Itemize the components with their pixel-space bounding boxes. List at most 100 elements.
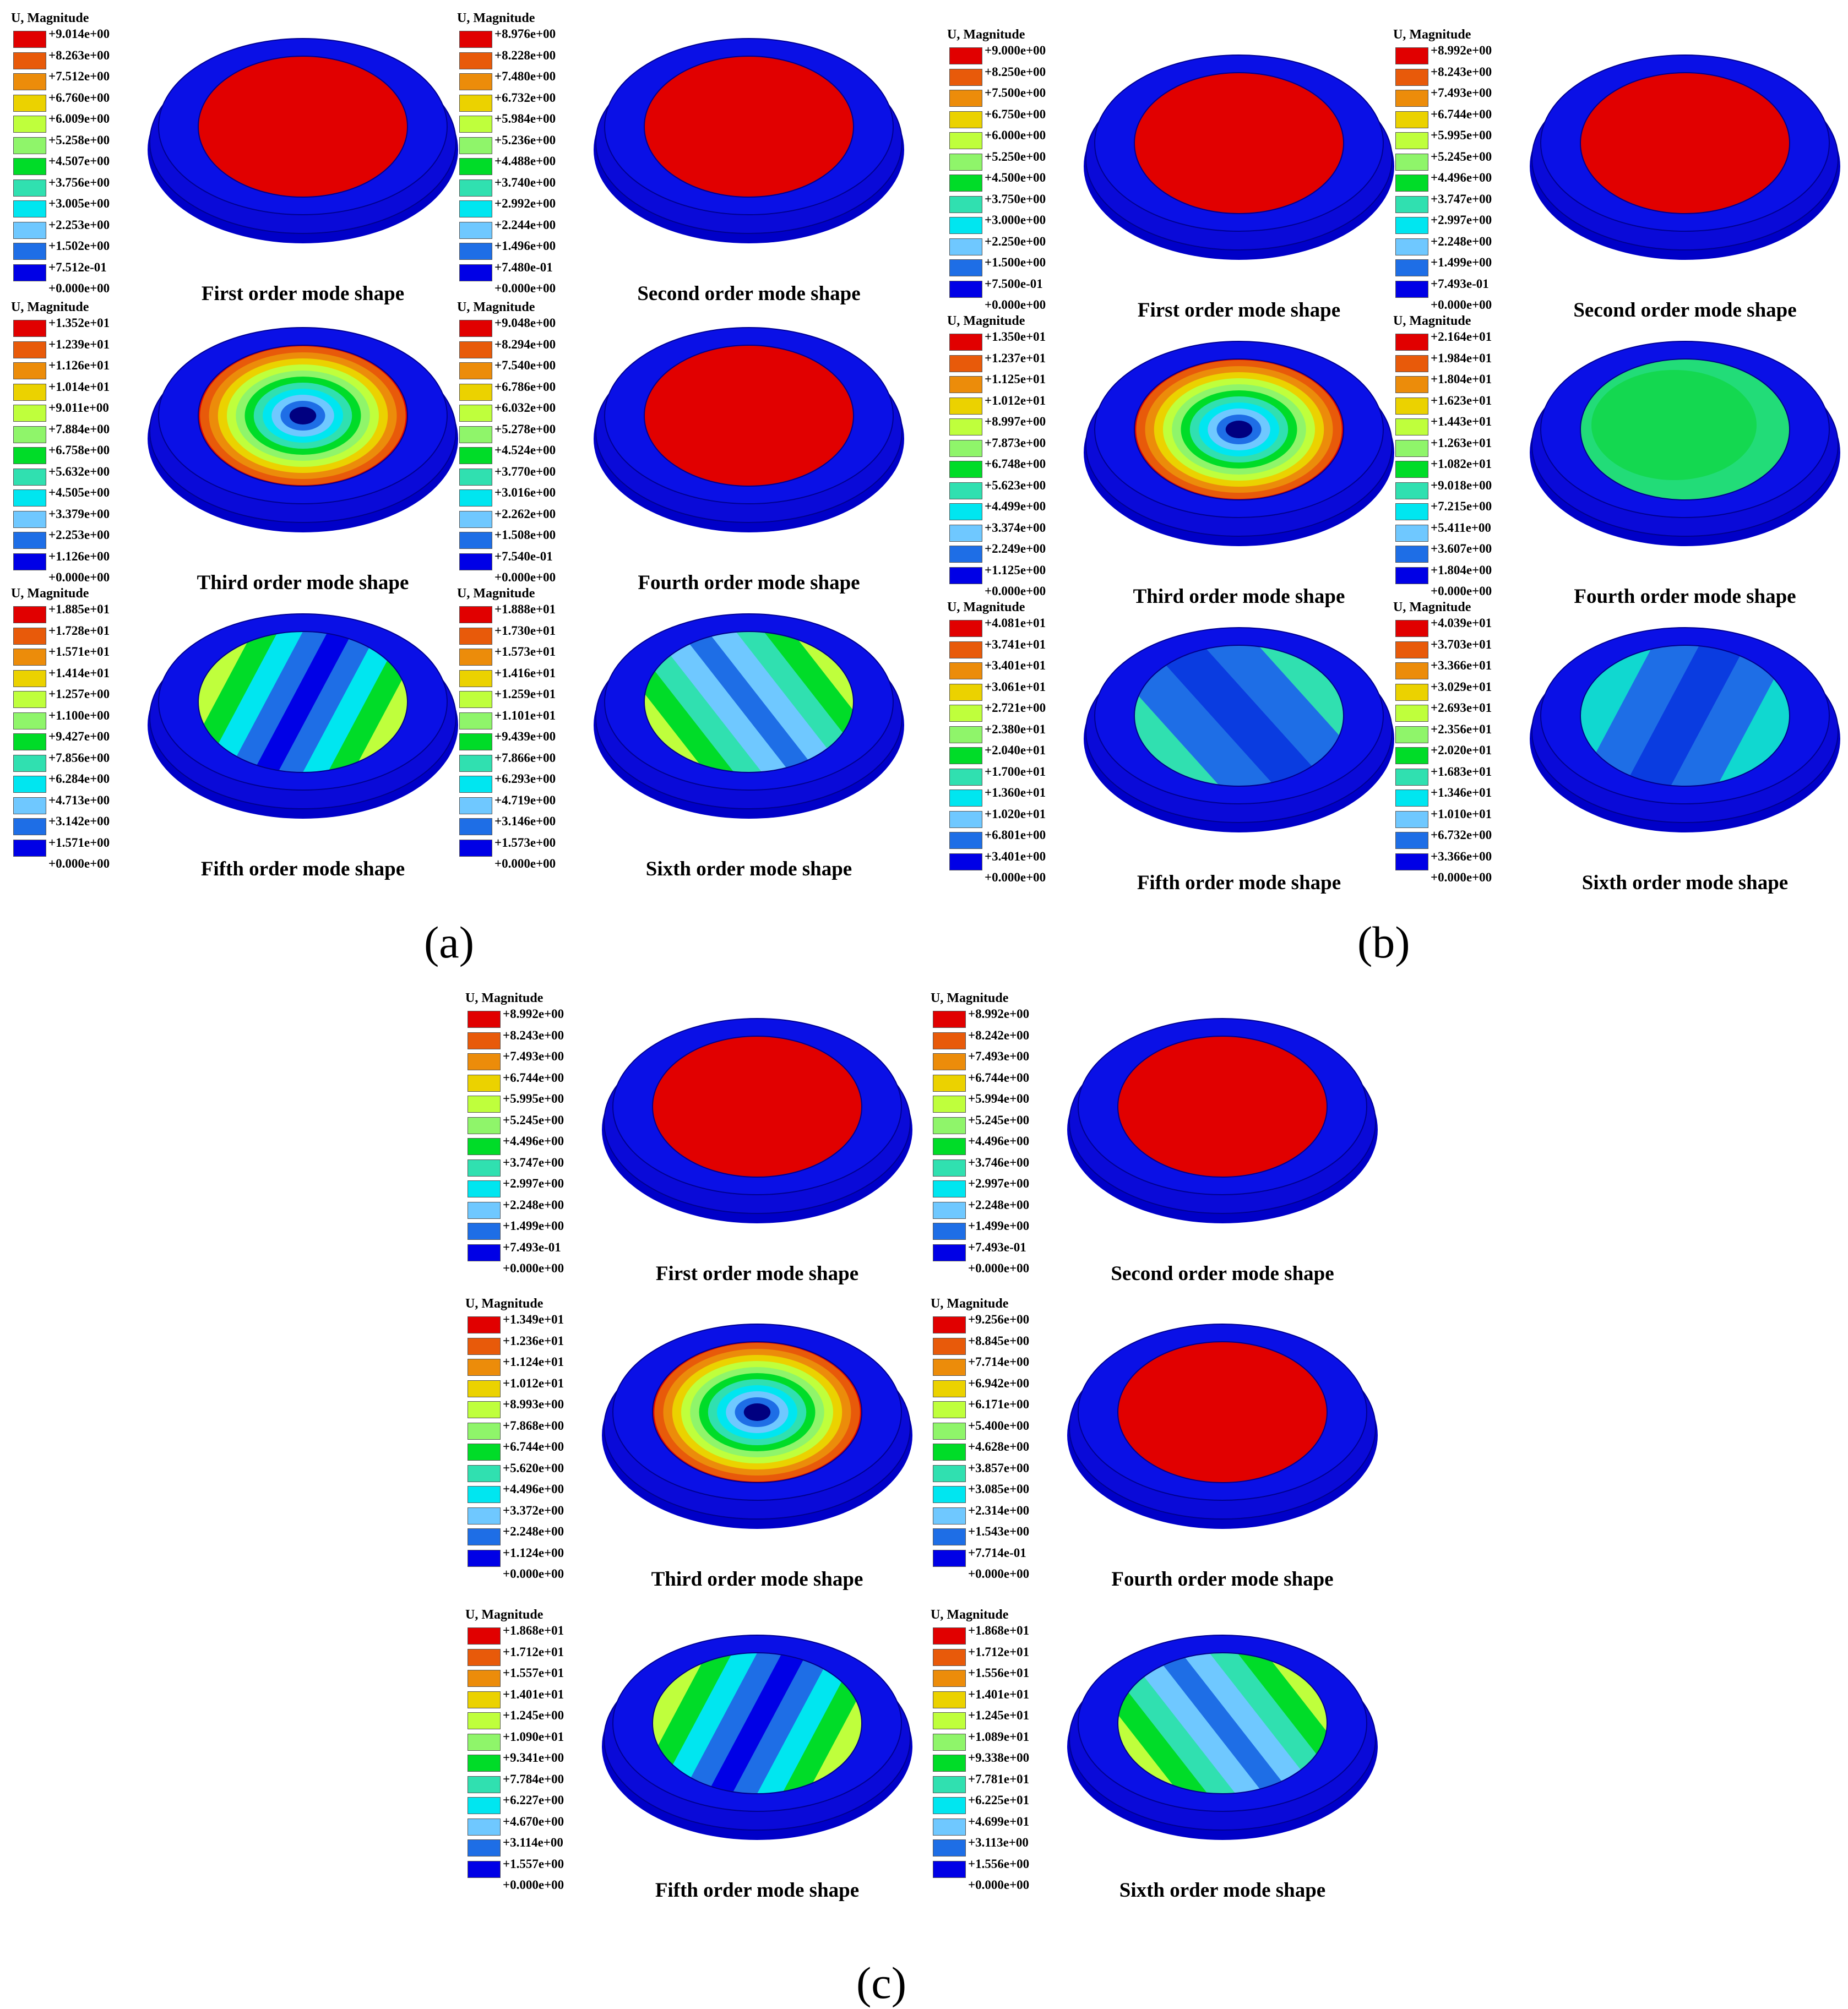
legend-value: +6.293e+00: [494, 772, 556, 786]
legend-value: +1.414e+01: [48, 666, 110, 680]
legend-value: +1.502e+00: [48, 239, 110, 253]
legend-color-swatch: [459, 447, 492, 464]
legend-color-swatch: [949, 620, 982, 637]
legend-color-swatch: [949, 662, 982, 679]
legend-value: +6.801e+00: [985, 828, 1046, 842]
legend-value: +6.744e+00: [968, 1070, 1030, 1085]
face-outline: [644, 345, 854, 487]
face-outline: [1580, 72, 1790, 214]
legend-color-swatch: [933, 1776, 966, 1793]
legend-value: +3.029e+01: [1431, 679, 1492, 694]
legend-value: +7.781e+01: [968, 1772, 1030, 1786]
legend-value: +2.244e+00: [494, 217, 556, 232]
legend-color-swatch: [1395, 853, 1428, 870]
legend-value: +2.020e+01: [1431, 743, 1492, 757]
legend-value: +1.573e+01: [494, 645, 556, 658]
mode-shape-cell: U, Magnitude +1.350e+01 +1.237e+01 +1.125e+…: [947, 314, 1394, 608]
legend-value: +9.048e+00: [494, 316, 556, 330]
legend-color-swatch: [1395, 175, 1428, 192]
legend-value: +3.374e+00: [985, 520, 1046, 535]
legend-value: +8.993e+00: [503, 1397, 564, 1411]
legend-color-swatch: [13, 510, 46, 528]
legend-value: +6.284e+00: [48, 772, 110, 786]
legend-value: +9.011e+00: [48, 401, 109, 415]
mode-shape-caption: Fifth order mode shape: [200, 858, 405, 880]
legend-value: +1.557e+01: [503, 1666, 564, 1680]
legend-title: U, Magnitude: [931, 1297, 1009, 1311]
legend-color-swatch: [13, 362, 46, 379]
legend-value: +3.000e+00: [985, 213, 1046, 227]
legend-color-swatch: [933, 1201, 966, 1219]
legend-color-swatch: [1395, 111, 1428, 128]
contour-face: [1118, 1036, 1327, 1177]
legend-value: +1.101e+01: [494, 708, 556, 722]
legend-value: +2.997e+00: [968, 1177, 1030, 1190]
legend-value: +1.508e+00: [494, 528, 556, 542]
legend-color-swatch: [13, 73, 46, 90]
legend-color-swatch: [933, 1733, 966, 1751]
legend-value: +6.732e+00: [494, 90, 556, 105]
legend-value: +7.714e-01: [968, 1545, 1026, 1560]
legend-color-swatch: [949, 47, 982, 64]
legend-color-swatch: [468, 1223, 501, 1240]
legend-color-swatch: [459, 468, 492, 486]
legend-color-swatch: [949, 355, 982, 372]
mode-shape-cell: U, Magnitude +4.039e+01 +3.703e+01 +3.366e+…: [1393, 600, 1840, 894]
legend-title: U, Magnitude: [947, 314, 1025, 328]
legend-color-swatch: [468, 1648, 501, 1666]
contour-face: [644, 345, 854, 486]
mode-shape-caption: Fourth order mode shape: [638, 571, 860, 594]
legend-color-swatch: [468, 1032, 501, 1049]
legend-color-swatch: [949, 153, 982, 171]
legend-title: U, Magnitude: [11, 586, 89, 601]
legend-value: +1.868e+01: [503, 1624, 564, 1637]
face-outline: [1117, 1341, 1328, 1483]
legend-value: +7.215e+00: [1431, 499, 1492, 513]
legend-color-swatch: [949, 259, 982, 276]
legend-value: +1.556e+00: [968, 1856, 1030, 1871]
legend-color-swatch: [459, 243, 492, 260]
legend-value: +4.496e+00: [503, 1134, 564, 1148]
mode-shape-disk: [1084, 627, 1394, 832]
legend-value: +1.263e+01: [1431, 435, 1492, 450]
mode-shape-disk: [1067, 1018, 1378, 1223]
contour-face: [644, 56, 854, 197]
legend-color-swatch: [949, 90, 982, 107]
legend-color-swatch: [1395, 747, 1428, 764]
face-outline: [1134, 358, 1344, 500]
legend-color-swatch: [468, 1839, 501, 1856]
legend-color-swatch: [1395, 567, 1428, 584]
legend-value: +2.248e+00: [503, 1525, 564, 1538]
legend-color-swatch: [1395, 810, 1428, 828]
legend-value: +0.000e+00: [503, 1261, 564, 1275]
legend-color-swatch: [13, 797, 46, 814]
mode-shape-disk: [594, 327, 904, 532]
mode-shape-cell: U, Magnitude +8.992e+00 +8.243e+00 +7.493e+…: [1393, 28, 1840, 322]
legend-value: +1.885e+01: [48, 602, 110, 616]
legend-color-swatch: [13, 649, 46, 666]
legend-value: +8.294e+00: [494, 337, 556, 351]
legend-color-swatch: [459, 383, 492, 401]
legend-color-swatch: [1395, 90, 1428, 107]
legend-value: +1.259e+01: [494, 687, 556, 701]
legend-color-swatch: [13, 468, 46, 486]
legend-value: +0.000e+00: [494, 570, 556, 584]
legend-value: +6.171e+00: [968, 1397, 1030, 1411]
legend-value: +8.992e+00: [1431, 43, 1492, 57]
legend-color-swatch: [949, 546, 982, 563]
legend-color-swatch: [459, 426, 492, 443]
legend-color-swatch: [13, 405, 46, 422]
legend-color-swatch: [468, 1401, 501, 1418]
legend-color-swatch: [949, 853, 982, 870]
mode-shape-cell: U, Magnitude +8.976e+00 +8.228e+00 +7.480e+…: [457, 11, 904, 305]
legend-color-swatch: [933, 1860, 966, 1878]
legend-color-swatch: [933, 1755, 966, 1772]
legend-color-swatch: [949, 175, 982, 192]
contour-face: [1134, 359, 1344, 500]
legend-color-swatch: [1395, 195, 1428, 213]
legend-value: +3.146e+00: [494, 814, 556, 828]
legend-value: +0.000e+00: [48, 570, 110, 584]
legend-color-swatch: [949, 132, 982, 149]
legend-color-swatch: [1395, 620, 1428, 637]
